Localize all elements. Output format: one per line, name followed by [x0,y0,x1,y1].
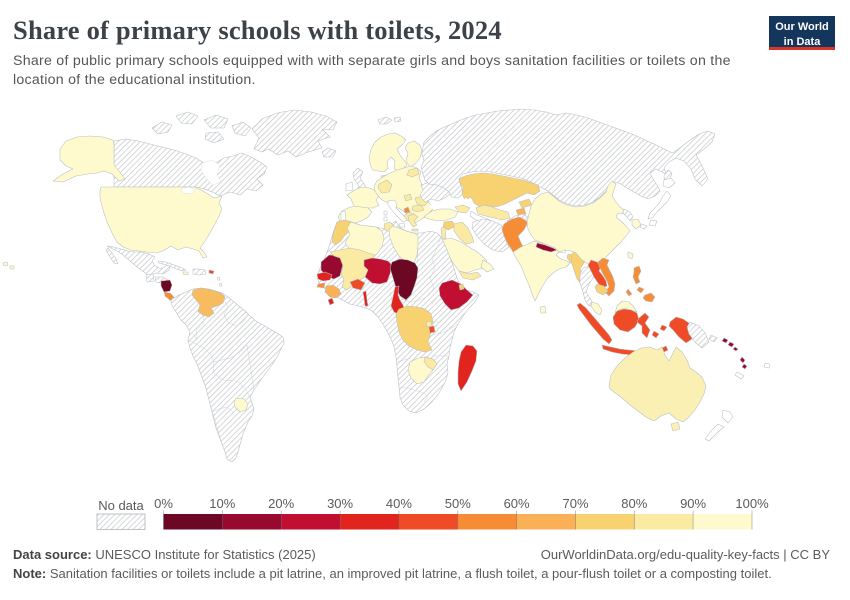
svg-text:60%: 60% [504,496,530,511]
svg-text:70%: 70% [562,496,588,511]
svg-text:40%: 40% [386,496,412,511]
svg-text:50%: 50% [445,496,471,511]
svg-text:100%: 100% [735,496,769,511]
svg-text:No data: No data [98,498,144,513]
svg-text:30%: 30% [327,496,353,511]
svg-text:0%: 0% [154,496,173,511]
svg-text:90%: 90% [680,496,706,511]
svg-text:10%: 10% [209,496,235,511]
svg-text:20%: 20% [268,496,294,511]
svg-text:80%: 80% [621,496,647,511]
